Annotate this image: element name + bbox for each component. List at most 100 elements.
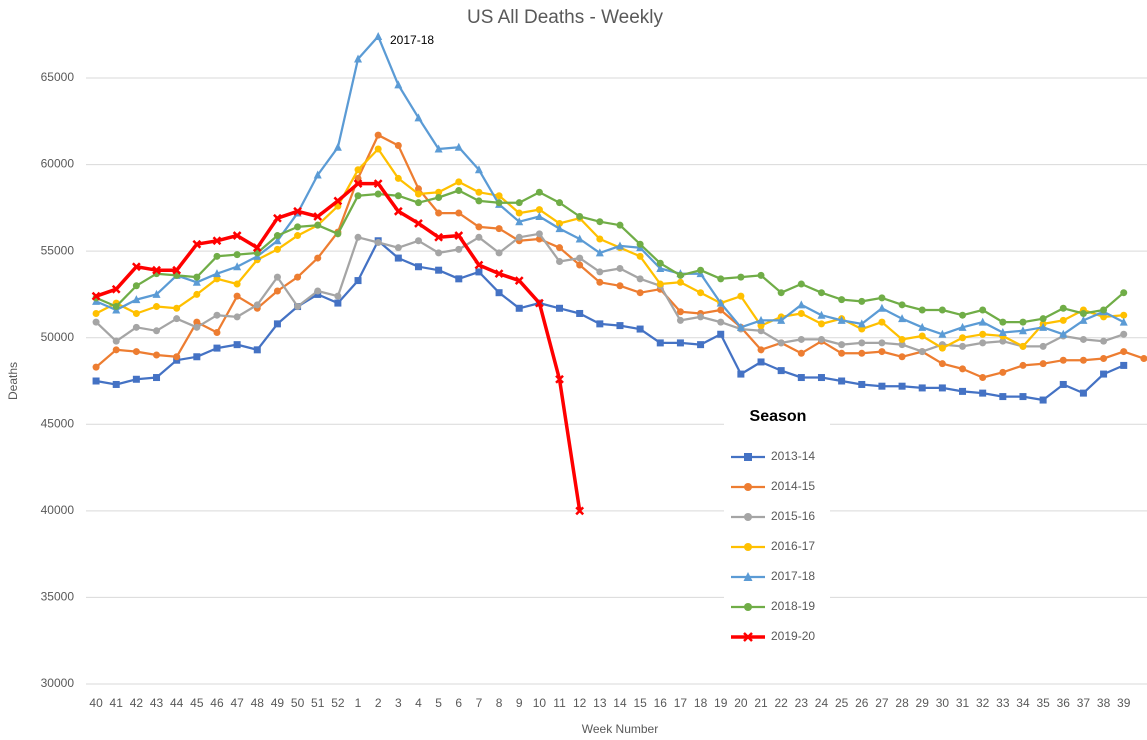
- marker: [393, 206, 403, 216]
- x-tick-label: 7: [476, 696, 483, 710]
- marker: [233, 251, 241, 259]
- marker: [858, 339, 866, 347]
- marker: [394, 80, 403, 89]
- x-tick-label: 22: [774, 696, 788, 710]
- marker: [515, 199, 523, 207]
- marker: [153, 303, 161, 311]
- marker: [414, 190, 422, 198]
- marker: [838, 296, 846, 304]
- marker: [294, 273, 302, 281]
- marker: [656, 280, 664, 288]
- marker: [112, 380, 120, 388]
- marker: [1079, 335, 1087, 343]
- marker: [959, 387, 967, 395]
- x-tick-label: 41: [110, 696, 124, 710]
- marker: [314, 254, 322, 262]
- series: [92, 187, 1128, 326]
- marker: [414, 219, 423, 228]
- marker: [555, 374, 564, 384]
- marker: [1079, 315, 1088, 324]
- series: [92, 131, 1147, 382]
- series: [92, 145, 1128, 352]
- marker: [273, 287, 281, 295]
- marker: [455, 275, 463, 283]
- marker: [744, 453, 752, 461]
- x-tick-label: 40: [89, 696, 103, 710]
- marker: [173, 304, 181, 312]
- marker: [1059, 380, 1067, 388]
- marker: [877, 303, 886, 312]
- marker: [616, 221, 624, 229]
- marker: [414, 237, 422, 245]
- marker: [837, 315, 846, 324]
- marker: [938, 360, 946, 368]
- x-tick-label: 17: [674, 696, 688, 710]
- marker: [918, 322, 927, 331]
- marker: [958, 322, 967, 331]
- marker: [978, 317, 987, 326]
- marker: [313, 170, 322, 179]
- x-tick-label: 23: [795, 696, 809, 710]
- marker: [556, 244, 564, 252]
- marker: [797, 349, 805, 357]
- marker: [1059, 316, 1067, 324]
- marker: [878, 348, 886, 356]
- marker: [575, 234, 584, 243]
- marker: [878, 339, 886, 347]
- marker: [817, 320, 825, 328]
- marker: [697, 289, 705, 297]
- marker: [475, 188, 483, 196]
- marker: [1059, 304, 1067, 312]
- marker: [838, 341, 846, 349]
- marker: [878, 318, 886, 326]
- marker: [374, 131, 382, 139]
- x-tick-label: 6: [455, 696, 462, 710]
- marker: [153, 327, 161, 335]
- marker: [193, 318, 201, 326]
- marker: [475, 197, 483, 205]
- marker: [878, 294, 886, 302]
- marker: [435, 249, 443, 257]
- marker: [1079, 309, 1087, 317]
- marker: [354, 192, 362, 200]
- legend-label: 2017-18: [771, 569, 815, 583]
- marker: [1119, 317, 1128, 326]
- annotation: 2017-18: [390, 33, 434, 47]
- marker: [744, 513, 752, 521]
- marker: [515, 304, 523, 312]
- x-tick-label: 24: [815, 696, 829, 710]
- marker: [616, 264, 624, 272]
- marker: [1079, 356, 1087, 364]
- marker: [576, 261, 584, 269]
- x-tick-label: 21: [754, 696, 768, 710]
- marker: [213, 252, 221, 260]
- x-tick-label: 33: [996, 696, 1010, 710]
- marker: [616, 282, 624, 290]
- marker: [273, 320, 281, 328]
- marker: [112, 346, 120, 354]
- marker: [697, 341, 705, 349]
- marker: [757, 315, 766, 324]
- y-axis-label: Deaths: [6, 362, 20, 400]
- legend-label: 2019-20: [771, 629, 815, 643]
- marker: [737, 292, 745, 300]
- series: [91, 179, 585, 516]
- marker: [717, 306, 725, 314]
- x-tick-label: 15: [633, 696, 647, 710]
- marker: [273, 273, 281, 281]
- marker: [1120, 311, 1128, 319]
- x-tick-label: 12: [573, 696, 587, 710]
- marker: [556, 199, 564, 207]
- x-tick-label: 26: [855, 696, 869, 710]
- marker: [434, 144, 443, 153]
- marker: [193, 290, 201, 298]
- marker: [535, 230, 543, 238]
- y-tick-label: 40000: [41, 503, 75, 517]
- marker: [153, 374, 161, 382]
- marker: [1039, 342, 1047, 350]
- marker: [213, 329, 221, 337]
- y-tick-label: 55000: [41, 243, 75, 257]
- marker: [334, 230, 342, 238]
- marker: [1019, 361, 1027, 369]
